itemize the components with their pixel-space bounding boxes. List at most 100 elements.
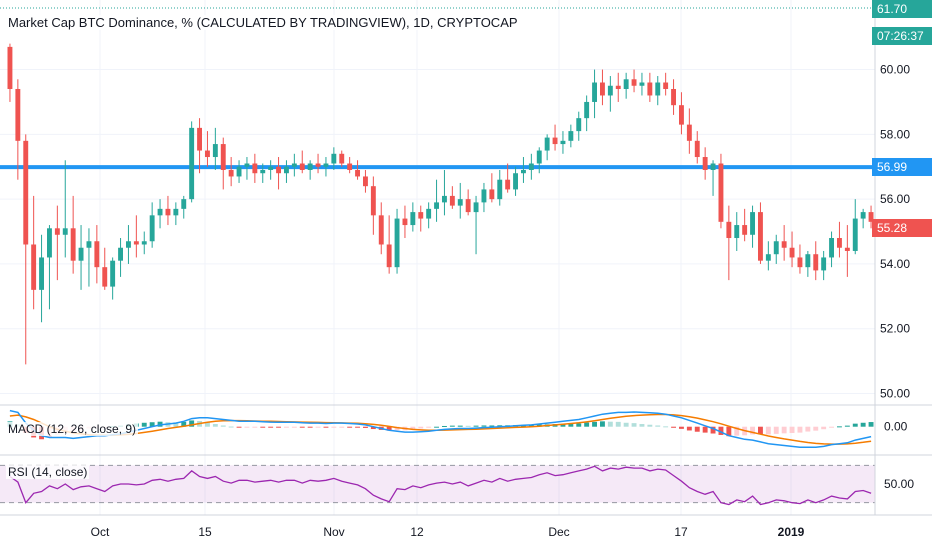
x-tick-label: Dec [548, 525, 569, 539]
candle-body [536, 150, 542, 164]
macd-histogram-bar [679, 426, 684, 429]
candle-body [663, 82, 669, 89]
last-price-tag: 55.28 [872, 219, 932, 238]
candle-body [442, 195, 447, 203]
candle-body [181, 199, 187, 209]
candle-body [758, 212, 763, 261]
macd-histogram-bar [758, 426, 763, 435]
candle-body [607, 85, 613, 96]
candle-body [489, 189, 495, 200]
candle-body [110, 260, 116, 287]
macd-histogram-bar [655, 425, 661, 427]
candle-body [31, 244, 37, 290]
candle-body [718, 163, 724, 222]
candle-body [394, 218, 400, 268]
macd-histogram-bar [686, 426, 692, 431]
macd-histogram-bar [560, 423, 566, 427]
macd-histogram-bar [607, 421, 613, 427]
candle-body [7, 46, 13, 89]
macd-histogram-bar [276, 426, 281, 428]
candle-body [370, 186, 376, 216]
candle-body [205, 150, 210, 158]
candle-body [702, 157, 708, 170]
candle-body [473, 202, 479, 213]
candle-body [671, 88, 676, 106]
y-tick-label: 58.00 [880, 127, 910, 141]
candle-body [600, 82, 605, 96]
macd-histogram-bar [315, 426, 321, 428]
candle-body [639, 82, 645, 86]
candle-body [615, 85, 621, 89]
macd-histogram-bar [181, 421, 187, 427]
macd-histogram-bar [750, 426, 755, 435]
candle-body [331, 153, 337, 164]
y-tick-label: 52.00 [880, 322, 910, 336]
chart-title: Market Cap BTC Dominance, % (CALCULATED … [6, 15, 520, 30]
macd-histogram-bar [268, 426, 274, 428]
macd-histogram-bar [528, 424, 534, 427]
macd-histogram-bar [339, 426, 345, 428]
top-price-tag: 61.70 [872, 0, 932, 18]
candle-body [513, 173, 518, 190]
candle-body [765, 254, 771, 261]
macd-histogram-bar [489, 425, 495, 427]
macd-histogram-bar [852, 423, 858, 427]
macd-histogram-bar [829, 426, 834, 428]
candle-body [829, 238, 834, 258]
candle-body [631, 79, 637, 86]
candle-body [505, 179, 511, 190]
candle-body [552, 137, 558, 145]
x-tick-label: Oct [91, 525, 110, 539]
macd-histogram-bar [473, 425, 479, 427]
candle-body [228, 169, 234, 177]
macd-histogram-bar [568, 423, 574, 427]
candle-body [315, 163, 321, 167]
macd-histogram-bar [228, 426, 234, 428]
macd-histogram-bar [205, 422, 210, 427]
candle-body [54, 228, 60, 235]
candle-body [497, 179, 503, 200]
candle-body [339, 153, 345, 164]
candle-body [837, 238, 842, 248]
rsi-label[interactable]: RSI (14, close) [6, 465, 90, 479]
candle-body [378, 215, 384, 245]
countdown-tag: 07:26:37 [872, 27, 932, 45]
macd-histogram-bar [449, 425, 455, 427]
macd-histogram-bar [347, 426, 353, 428]
candle-body [260, 169, 266, 174]
candle-body [750, 212, 755, 235]
candle-body [868, 212, 874, 222]
candle-body [647, 82, 653, 96]
candle-body [39, 257, 44, 290]
macd-histogram-bar [671, 426, 676, 428]
candle-body [307, 163, 313, 170]
candle-body [244, 163, 250, 167]
macd-histogram-bar [694, 426, 700, 432]
macd-histogram-bar [465, 425, 471, 427]
macd-histogram-bar [615, 421, 621, 427]
x-tick-label: 12 [410, 525, 424, 539]
macd-histogram-bar [426, 426, 432, 428]
candle-body [457, 199, 463, 206]
candle-body [584, 101, 590, 119]
candle-body [679, 105, 684, 125]
macd-histogram-bar [189, 420, 195, 427]
candle-body [781, 241, 787, 248]
macd-histogram-bar [284, 426, 289, 428]
candle-body [47, 228, 52, 258]
macd-histogram-bar [442, 425, 447, 427]
candle-body [252, 163, 258, 174]
candle-body [220, 144, 226, 170]
candle-body [402, 218, 408, 226]
macd-label[interactable]: MACD (12, 26, close, 9) [6, 422, 139, 436]
macd-histogram-bar [797, 426, 803, 433]
macd-histogram-bar [868, 422, 874, 427]
macd-histogram-bar [141, 422, 147, 427]
macd-histogram-bar [726, 426, 732, 437]
candle-body [276, 166, 281, 174]
candle-body [821, 257, 827, 271]
macd-histogram-bar [410, 426, 416, 430]
macd-histogram-bar [386, 426, 392, 431]
candle-body [686, 124, 692, 141]
